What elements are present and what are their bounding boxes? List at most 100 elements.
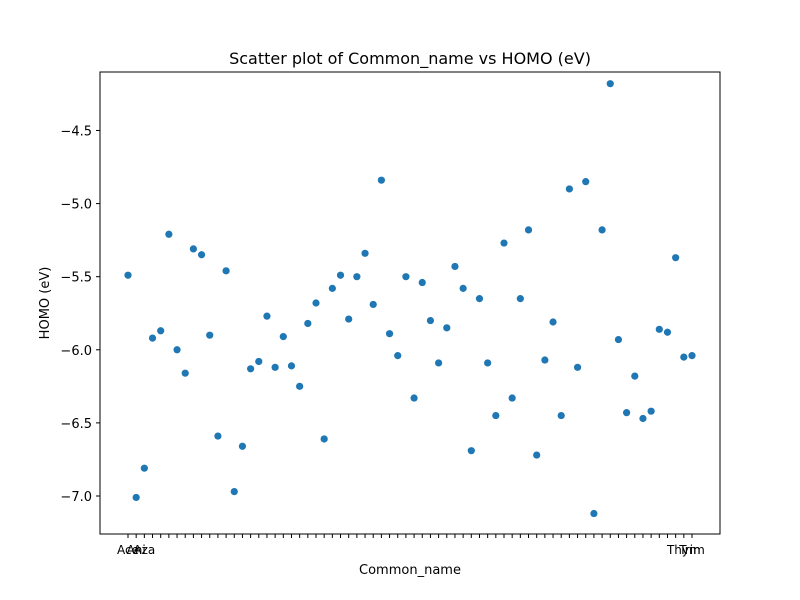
scatter-point <box>214 432 222 440</box>
scatter-point <box>467 447 475 455</box>
x-tick-label <box>389 543 390 557</box>
scatter-point <box>271 363 279 371</box>
x-tick-label <box>324 543 325 557</box>
x-tick-label <box>512 543 513 557</box>
x-tick-label <box>340 543 341 557</box>
x-tick-label <box>291 543 292 557</box>
scatter-point <box>443 324 451 332</box>
x-tick-label <box>193 543 194 557</box>
x-tick-label <box>667 543 668 557</box>
x-tick-label <box>610 543 611 557</box>
scatter-point <box>369 300 377 309</box>
x-tick-label <box>422 543 423 557</box>
scatter-point <box>623 409 631 417</box>
scatter-point <box>304 319 312 328</box>
scatter-point <box>173 346 181 354</box>
scatter-point <box>680 353 688 361</box>
x-tick-label <box>168 543 169 557</box>
scatter-point <box>124 271 132 279</box>
x-tick-label <box>520 543 521 557</box>
scatter-point <box>500 239 508 247</box>
scatter-point <box>565 185 573 193</box>
scatter-point <box>394 352 402 360</box>
scatter-point <box>663 328 672 336</box>
x-axis-label: Common_name <box>359 563 461 578</box>
x-tick-label: Trim <box>678 543 705 557</box>
scatter-point <box>459 284 467 292</box>
y-tick-label: −5.0 <box>60 198 92 213</box>
scatter-point <box>426 316 435 325</box>
scatter-point <box>598 226 606 234</box>
x-tick-label <box>283 543 284 557</box>
scatter-point <box>312 299 320 307</box>
scatter-point <box>279 333 287 341</box>
scatter-point <box>361 249 369 257</box>
y-tick-label: −6.0 <box>60 344 92 359</box>
y-tick-label: −5.5 <box>60 271 92 286</box>
x-tick-label <box>585 543 586 557</box>
x-tick-label <box>577 543 578 557</box>
scatter-point <box>541 356 549 364</box>
x-tick-label <box>626 543 627 557</box>
chart-title: Scatter plot of Common_name vs HOMO (eV) <box>229 49 591 69</box>
scatter-point <box>508 394 516 402</box>
scatter-point <box>573 363 582 371</box>
x-tick-label: Ace <box>117 543 139 557</box>
scatter-point <box>435 359 443 367</box>
x-tick-label <box>332 543 333 557</box>
scatter-point <box>557 411 565 420</box>
scatter-point <box>238 442 247 450</box>
x-tick-label <box>315 543 316 557</box>
scatter-point <box>582 178 590 186</box>
scatter-point <box>516 295 524 303</box>
y-tick-label: −4.5 <box>60 124 92 139</box>
scatter-point <box>377 176 385 184</box>
x-tick-label <box>266 543 267 557</box>
scatter-point <box>639 414 647 423</box>
scatter-point <box>157 327 165 335</box>
x-tick-label <box>561 543 562 557</box>
plot-frame <box>99 71 721 535</box>
x-tick-label <box>405 543 406 557</box>
x-tick-label: Ani <box>127 543 146 557</box>
x-tick-label <box>471 543 472 557</box>
scatter-point <box>590 509 598 518</box>
x-tick-label <box>201 543 202 557</box>
x-tick-label <box>446 543 447 557</box>
y-tick-label: −6.5 <box>60 417 92 432</box>
scatter-point <box>140 464 148 472</box>
x-tick-label <box>413 543 414 557</box>
scatter-point <box>263 312 271 320</box>
scatter-point <box>410 394 418 402</box>
scatter-point <box>336 271 345 279</box>
x-tick-label <box>242 543 243 557</box>
scatter-point <box>688 352 696 360</box>
x-tick-label <box>225 543 226 557</box>
scatter-point <box>606 80 614 88</box>
scatter-point <box>533 451 541 459</box>
x-tick-label <box>217 543 218 557</box>
y-axis: −7.0 −6.5 −6.0 −5.5 −5.0 −4.5 <box>60 124 100 505</box>
scatter-point <box>353 273 361 281</box>
scatter-point <box>484 359 492 367</box>
x-tick-label <box>381 543 382 557</box>
scatter-point <box>647 407 655 415</box>
x-tick-label <box>463 543 464 557</box>
x-tick-label <box>536 543 537 557</box>
x-tick-label <box>495 543 496 557</box>
x-tick-label <box>307 543 308 557</box>
x-tick-label <box>430 543 431 557</box>
x-tick-label <box>348 543 349 557</box>
x-tick-label <box>373 543 374 557</box>
x-tick-label <box>258 543 259 557</box>
x-tick-label <box>234 543 235 557</box>
scatter-point <box>287 362 296 370</box>
x-tick-label <box>356 543 357 557</box>
data-points <box>124 80 696 518</box>
scatter-point <box>165 230 173 238</box>
x-tick-label <box>601 543 602 557</box>
x-tick-label <box>634 543 635 557</box>
x-tick-label <box>642 543 643 557</box>
scatter-point <box>222 267 230 275</box>
scatter-point <box>320 435 328 443</box>
